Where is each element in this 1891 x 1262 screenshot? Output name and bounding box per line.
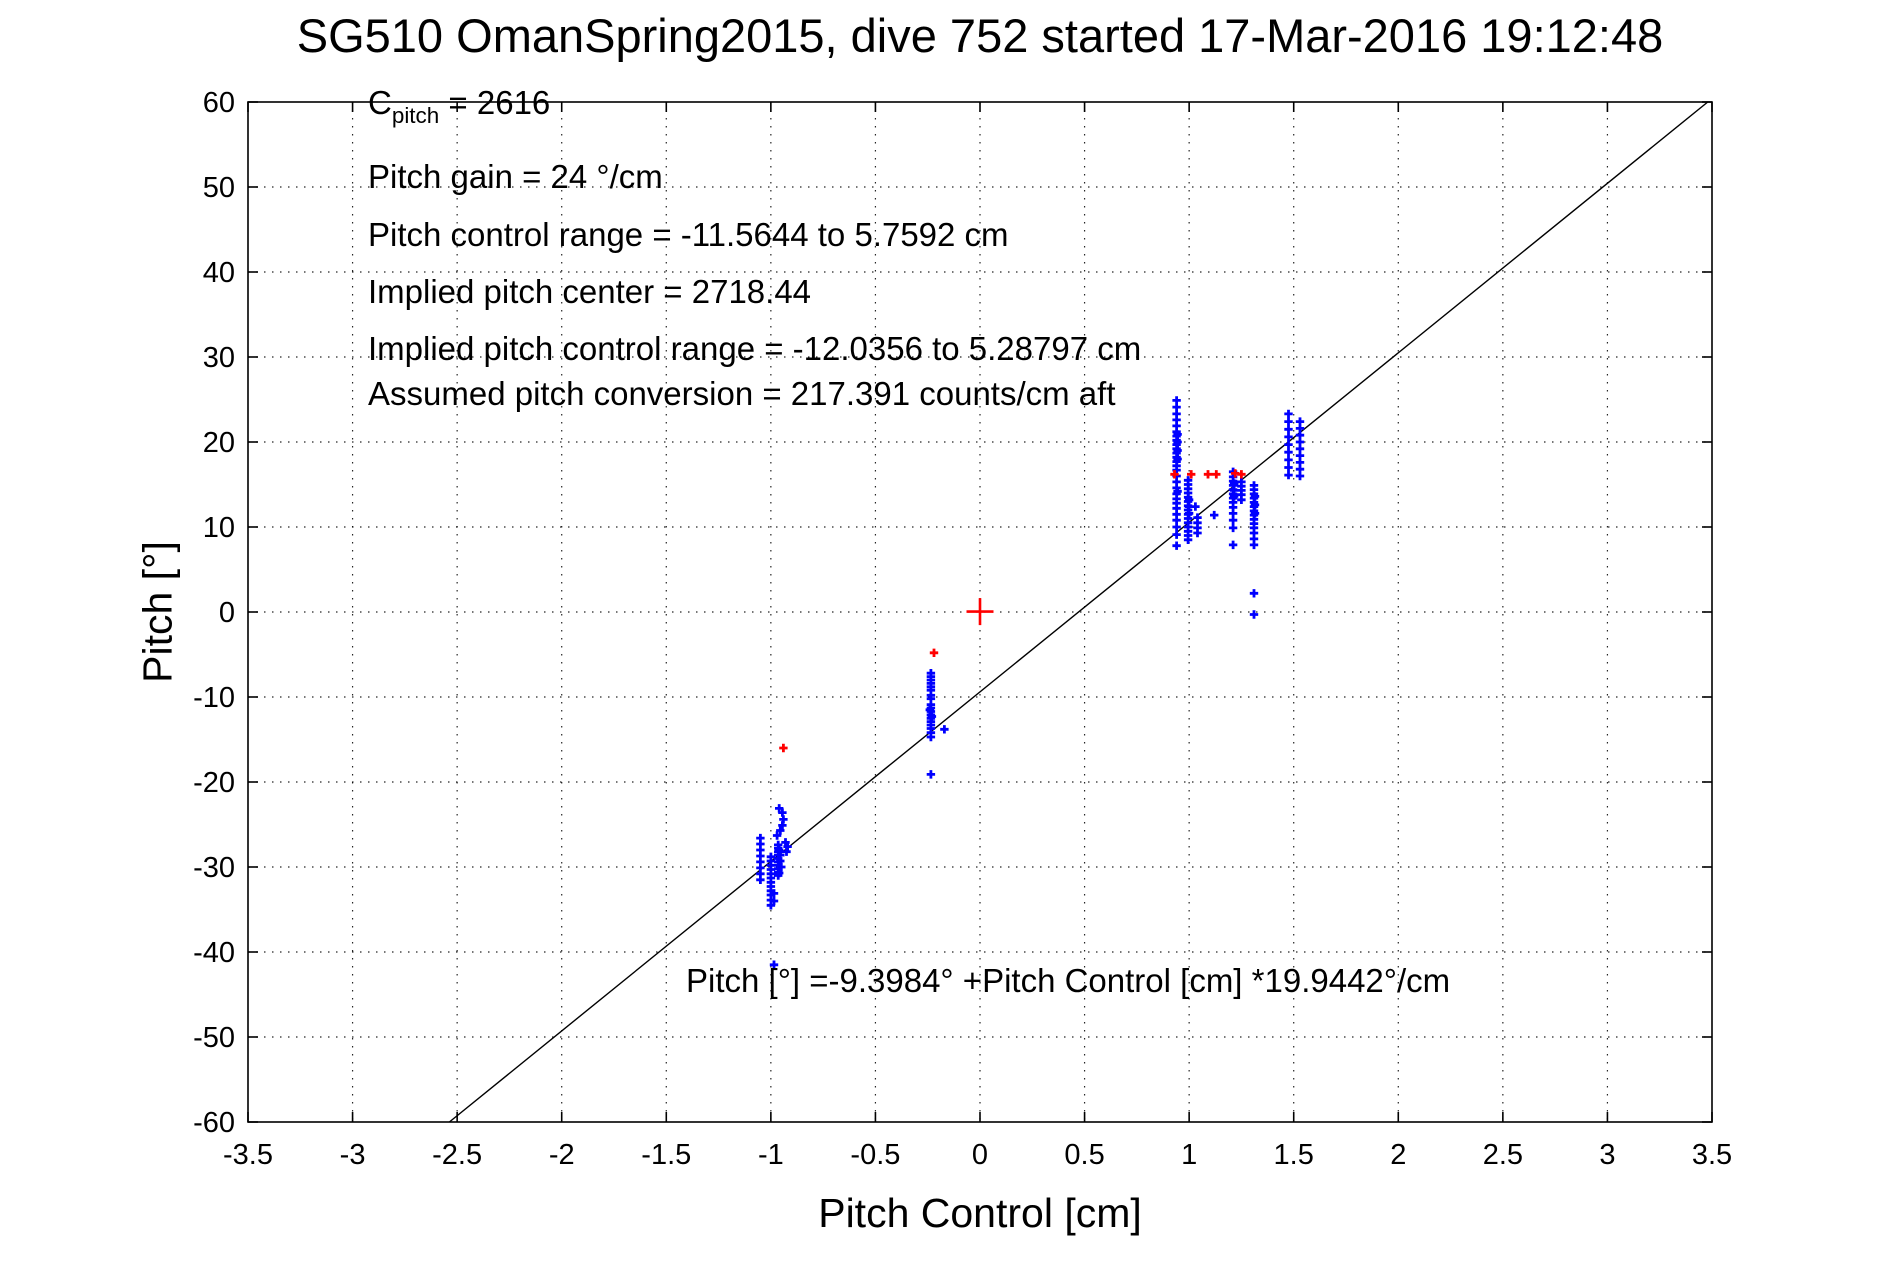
y-tick-label: 30 [203,342,235,374]
x-tick-label: 3 [1599,1139,1615,1171]
y-tick-label: -40 [193,937,235,969]
y-tick-label: 40 [203,257,235,289]
x-tick-label: 0 [972,1139,988,1171]
y-tick-label: 50 [203,172,235,204]
tick-labels: -3.5 -3 -2.5 -2 -1.5 -1 -0.5 0 0.5 1 1.5 2 2.5 3 3.5 -6… [193,87,1732,1171]
y-tick-label: 60 [203,87,235,119]
x-tick-label: -3.5 [223,1139,273,1171]
x-tick-label: -1.5 [641,1139,691,1171]
annotation-line-2: Pitch gain = 24 °/cm [368,158,663,195]
y-tick-label: -30 [193,852,235,884]
x-tick-label: -0.5 [850,1139,900,1171]
y-tick-label: -10 [193,682,235,714]
annotation-prefix: C [368,84,392,121]
annotation-value: = 2616 [439,84,551,121]
annotation-line-4: Implied pitch center = 2718.44 [368,273,812,310]
annotation-line-1: Cpitch = 2616 [368,84,550,129]
chart-title: SG510 OmanSpring2015, dive 752 started 1… [296,9,1664,62]
y-tick-label: 10 [203,512,235,544]
x-tick-label: 2.5 [1483,1139,1523,1171]
fit-line [448,101,1709,1123]
x-tick-label: -1 [758,1139,784,1171]
x-axis-label: Pitch Control [cm] [818,1190,1142,1236]
x-tick-label: 1.5 [1274,1139,1314,1171]
x-tick-label: -3 [340,1139,366,1171]
x-tick-label: -2 [549,1139,575,1171]
fit-equation-label: Pitch [°] =-9.3984° +Pitch Control [cm] … [686,962,1451,999]
y-tick-label: -20 [193,767,235,799]
tick-marks [247,101,1713,1123]
y-tick-label: -50 [193,1022,235,1054]
x-tick-label: 3.5 [1692,1139,1732,1171]
y-tick-label: -60 [193,1107,235,1139]
annotation-line-3: Pitch control range = -11.5644 to 5.7592… [368,216,1009,253]
series-pitch-observations [756,396,1305,969]
x-tick-label: 0.5 [1064,1139,1104,1171]
x-tick-label: -2.5 [432,1139,482,1171]
series-origin-marker [966,598,994,626]
y-tick-label: 20 [203,427,235,459]
y-axis-label: Pitch [°] [134,541,181,683]
y-tick-label: 0 [219,597,235,629]
annotation-line-5: Implied pitch control range = -12.0356 t… [368,330,1142,367]
series-flagged-observations [779,469,1246,753]
x-tick-label: 2 [1390,1139,1406,1171]
annotation-line-6: Assumed pitch conversion = 217.391 count… [368,375,1116,412]
x-tick-label: 1 [1181,1139,1197,1171]
annotation-subscript: pitch [391,103,440,128]
